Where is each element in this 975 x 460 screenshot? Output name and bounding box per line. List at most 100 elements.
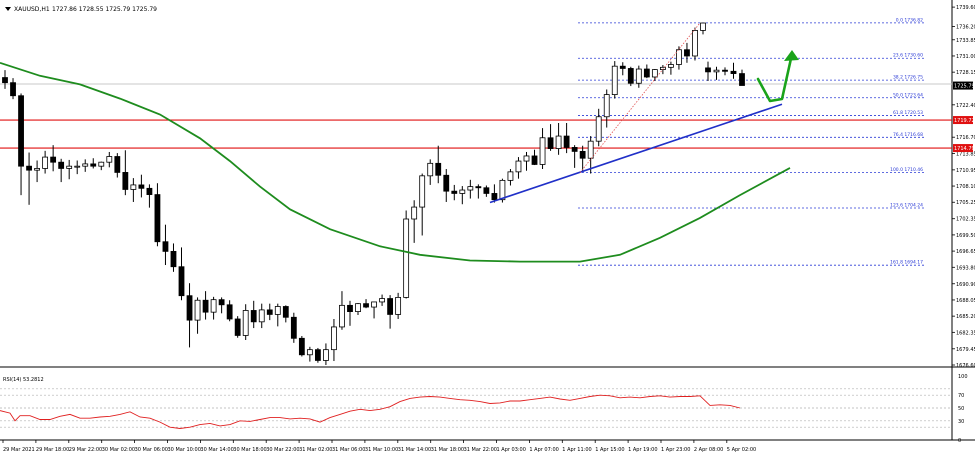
time-tick-label: 31 Mar 02:00 xyxy=(299,447,332,453)
projection-arrow xyxy=(756,52,794,103)
price-tick-label: 1699.50 xyxy=(956,233,975,239)
bear-candle-body xyxy=(26,165,32,171)
candle xyxy=(571,145,578,168)
bear-candle-body xyxy=(250,310,257,323)
candle xyxy=(58,158,65,183)
candle xyxy=(18,93,24,196)
price-tick-label: 1733.85 xyxy=(956,38,975,44)
ohlc-label: 1727.86 1728.55 1725.79 1725.79 xyxy=(52,6,157,13)
rsi-tick-label: 50 xyxy=(958,406,964,412)
rsi-tick-label: 30 xyxy=(958,419,964,425)
bear-candle-body xyxy=(234,318,241,336)
bear-candle-body xyxy=(547,137,554,149)
candle xyxy=(676,46,682,70)
candle xyxy=(595,108,602,147)
candle xyxy=(282,305,289,323)
candle xyxy=(122,150,129,196)
bull-candle-body xyxy=(467,186,474,191)
candle xyxy=(42,150,49,174)
bull-candle-body xyxy=(555,135,562,149)
price-tick-label: 1705.25 xyxy=(956,200,975,206)
fib-level-label: 38.2 1726.75 xyxy=(893,75,923,81)
candle xyxy=(90,158,97,169)
candle xyxy=(523,151,530,171)
candle xyxy=(587,136,594,174)
bull-candle-body xyxy=(595,116,602,142)
candle xyxy=(483,185,490,197)
time-tick-label: 31 Mar 10:00 xyxy=(365,447,398,453)
bull-candle-body xyxy=(306,349,313,356)
bull-candle-body xyxy=(403,218,410,298)
bull-candle-body xyxy=(106,156,113,163)
candle xyxy=(515,157,522,179)
candle xyxy=(363,299,369,309)
bull-candle-body xyxy=(713,69,720,73)
rsi-tick-label: 0 xyxy=(958,438,961,444)
time-tick-label: 31 Mar 14:00 xyxy=(398,447,431,453)
price-tick-label: 1696.65 xyxy=(956,249,975,255)
bear-candle-body xyxy=(290,316,297,339)
fib-level-label: 0.0 1736.82 xyxy=(896,17,923,23)
candle xyxy=(218,297,225,314)
bull-candle-body xyxy=(427,162,434,177)
time-tick-label: 1 Apr 23:00 xyxy=(661,447,690,453)
price-tick-label: 1690.90 xyxy=(956,282,975,288)
bull-candle-body xyxy=(210,299,217,313)
bear-candle-body xyxy=(705,67,711,73)
bull-candle-body xyxy=(194,299,201,321)
candle xyxy=(194,297,201,334)
time-tick-label: 31 Mar 22:00 xyxy=(464,447,497,453)
bull-candle-body xyxy=(635,68,642,84)
up-arrow-icon xyxy=(784,50,799,61)
bear-candle-body xyxy=(58,161,65,169)
candle xyxy=(186,283,193,348)
candle xyxy=(10,78,16,100)
price-tick-label: 1693.80 xyxy=(956,265,975,271)
bear-candle-body xyxy=(571,147,578,152)
bull-candle-body xyxy=(66,165,73,169)
candle xyxy=(74,160,81,175)
candle xyxy=(266,303,273,321)
candle xyxy=(210,296,217,320)
candle xyxy=(579,145,586,172)
candle xyxy=(98,161,105,171)
symbol-label: XAUUSD,H1 xyxy=(14,6,50,13)
bull-candle-body xyxy=(507,171,514,181)
price-tick-label: 1679.45 xyxy=(956,347,975,353)
bear-candle-body xyxy=(627,68,634,84)
fib-swing-line xyxy=(579,22,701,173)
rsi-title: RSI(14) 53.2812 xyxy=(3,377,44,383)
time-tick-label: 29 Mar 22:00 xyxy=(69,447,102,453)
moving-average-line xyxy=(0,61,791,263)
bear-candle-body xyxy=(2,77,8,84)
candle xyxy=(178,247,185,301)
bull-candle-body xyxy=(459,189,466,194)
candle xyxy=(705,61,711,81)
bull-candle-body xyxy=(371,301,377,308)
candle xyxy=(627,66,634,87)
time-tick-label: 2 Apr 08:00 xyxy=(694,447,723,453)
candle xyxy=(684,42,690,63)
fib-level-label: 100.0 1710.46 xyxy=(890,167,923,173)
candles xyxy=(2,22,745,365)
candle xyxy=(700,22,706,35)
bull-candle-body xyxy=(692,30,698,57)
price-tick-label: 1685.20 xyxy=(956,314,975,320)
time-tick-label: 1 Apr 19:00 xyxy=(628,447,657,453)
candle xyxy=(722,67,728,76)
bear-candle-body xyxy=(18,95,24,167)
current-price-label: 1725.79 xyxy=(954,84,975,90)
candle xyxy=(443,169,450,202)
collapse-arrow-icon[interactable] xyxy=(5,7,11,11)
candle xyxy=(730,62,737,79)
time-tick-label: 30 Mar 02:00 xyxy=(102,447,135,453)
candle xyxy=(34,160,40,183)
bull-candle-body xyxy=(603,94,610,118)
candle xyxy=(50,145,57,172)
candle xyxy=(547,124,554,151)
rsi-tick-label: 70 xyxy=(958,393,964,399)
bull-candle-body xyxy=(539,137,546,165)
